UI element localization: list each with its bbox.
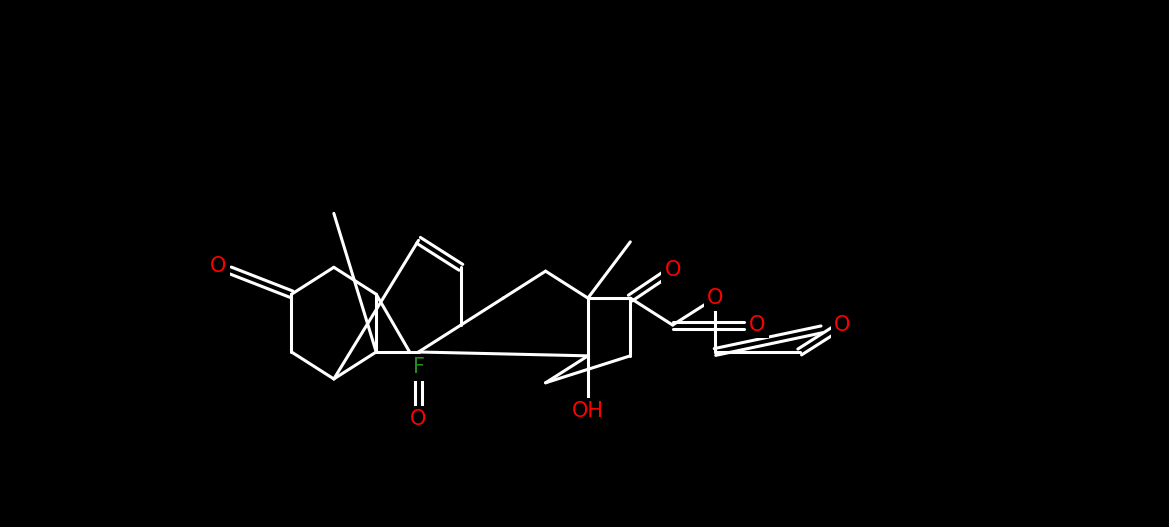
Text: F: F bbox=[413, 357, 424, 377]
Text: O: O bbox=[664, 260, 680, 280]
Text: O: O bbox=[833, 315, 850, 335]
Text: O: O bbox=[210, 256, 227, 276]
Text: OH: OH bbox=[572, 401, 604, 421]
Text: O: O bbox=[707, 288, 724, 308]
Text: O: O bbox=[749, 315, 766, 335]
Text: O: O bbox=[410, 409, 427, 429]
